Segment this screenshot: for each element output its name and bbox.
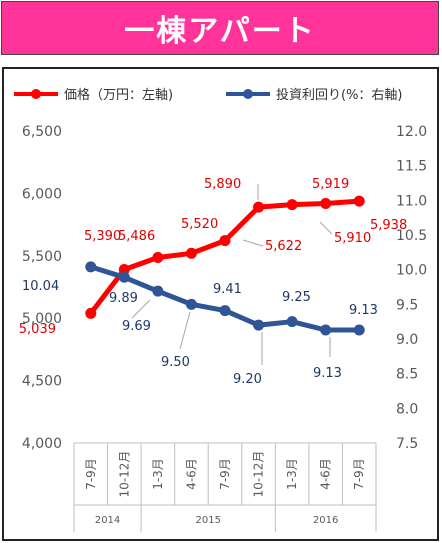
x-tick-label: 7-9月 [352,458,366,490]
y-right-tick-label: 11.0 [396,193,427,209]
data-point [253,201,265,213]
data-label: 5,890 [204,177,241,192]
y-right-tick-label: 9.5 [396,297,418,313]
data-label: 9.25 [282,290,311,305]
legend-marker [31,89,41,99]
data-point [185,298,197,310]
y-left-tick-label: 6,500 [22,124,62,140]
data-label: 5,910 [334,231,371,246]
data-label: 9.69 [122,319,151,334]
y-left-tick-label: 4,500 [22,374,62,390]
leader-line [242,239,264,247]
title-banner: 一棟アパート [1,1,439,55]
y-right-tick-label: 8.0 [396,401,418,417]
chart-frame [2,67,439,541]
data-label: 5,390 [84,229,121,244]
data-label: 5,919 [312,177,349,192]
data-label: 9.13 [313,366,342,381]
data-point [152,285,164,297]
y-right-tick-label: 11.5 [396,159,427,175]
data-point [152,252,164,264]
data-label: 9.13 [349,303,378,318]
y-left-tick-label: 5,000 [22,311,62,327]
y-right-tick-label: 8.5 [396,367,418,383]
legend-label: 投資利回り(%：右軸) [276,87,403,103]
x-tick-label: 4-6月 [184,458,198,490]
x-tick-label: 10-12月 [252,451,266,498]
data-point [253,319,265,331]
data-point [353,324,365,336]
leader-line [319,221,333,235]
data-point [286,199,298,211]
y-right-tick-label: 10.5 [396,228,427,244]
y-right-tick-label: 7.5 [396,436,418,452]
legend-marker [243,89,253,99]
data-label: 5,622 [265,239,302,254]
year-label: 2015 [195,515,220,526]
x-tick-label: 4-6月 [319,458,333,490]
data-label: 5,938 [370,218,407,233]
x-tick-label: 7-9月 [218,458,232,490]
data-point [118,264,130,276]
data-point [353,195,365,207]
data-point [219,235,231,247]
data-point [286,316,298,328]
y-right-tick-label: 12.0 [396,124,427,140]
y-left-tick-label: 5,500 [22,249,62,265]
x-tick-label: 1-3月 [151,458,165,490]
data-point [320,324,332,336]
x-tick-label: 7-9月 [84,458,98,490]
data-point [85,307,97,319]
data-label: 9.89 [109,291,138,306]
data-label: 9.20 [233,372,262,387]
y-left-tick-label: 4,000 [22,436,62,452]
leader-line [179,311,191,350]
data-point [219,305,231,317]
x-tick-label: 10-12月 [117,451,131,498]
leader-line [131,299,151,319]
data-point [118,271,130,283]
data-label: 5,039 [19,322,56,337]
data-point [320,198,332,210]
data-label: 5,520 [181,217,218,232]
banner-title: 一棟アパート [124,14,316,49]
year-label: 2014 [95,515,120,526]
data-label: 9.50 [161,355,190,370]
data-label: 5,486 [118,229,155,244]
data-point [185,247,197,259]
data-label: 10.04 [22,279,59,294]
legend-label: 価格（万円：左軸) [64,87,173,103]
data-label: 9.41 [213,282,242,297]
year-label: 2016 [313,515,338,526]
x-tick-label: 1-3月 [285,458,299,490]
y-left-tick-label: 6,000 [22,186,62,202]
y-right-tick-label: 9.0 [396,332,418,348]
data-point [85,261,97,273]
y-right-tick-label: 10.0 [396,263,427,279]
